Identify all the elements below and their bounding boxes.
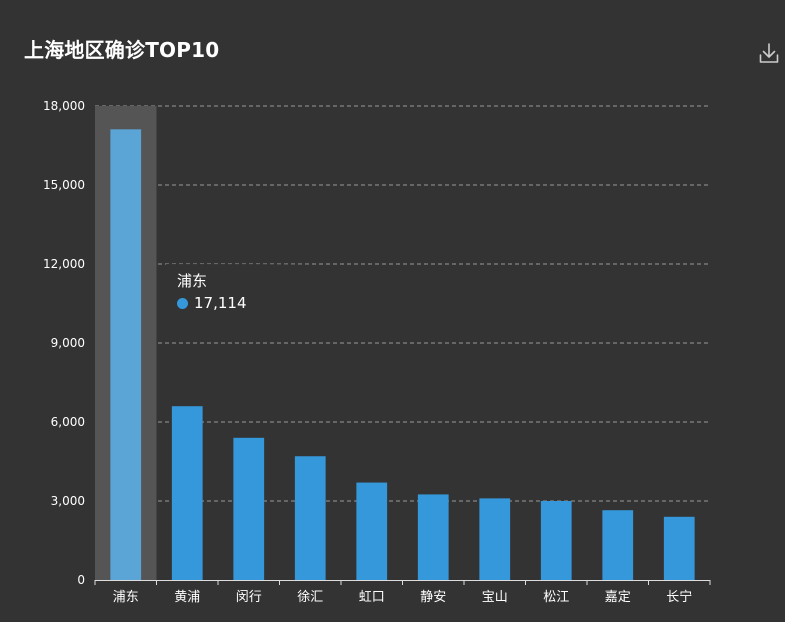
bar-徐汇[interactable] xyxy=(294,456,326,580)
chart-title: 上海地区确诊TOP10 xyxy=(24,38,220,62)
bar-嘉定[interactable] xyxy=(602,510,634,580)
y-tick-label: 12,000 xyxy=(43,257,85,271)
axes xyxy=(94,580,711,585)
y-tick-label: 15,000 xyxy=(43,178,85,192)
x-tick-label: 浦东 xyxy=(113,590,139,605)
bar-闵行[interactable] xyxy=(233,437,265,580)
y-tick-label: 0 xyxy=(77,573,85,587)
tick-labels: 0 3,000 6,000 9,000 12,000 15,000 18,000 浦东 黄浦 闵行… xyxy=(43,99,692,605)
x-tick-label: 黄浦 xyxy=(174,590,200,605)
bar-松江[interactable] xyxy=(540,501,572,580)
x-tick-label: 长宁 xyxy=(666,589,692,605)
bar-浦东[interactable] xyxy=(110,129,142,580)
bars xyxy=(110,129,695,580)
grid-lines xyxy=(95,105,710,502)
bar-静安[interactable] xyxy=(417,494,449,580)
y-tick-label: 6,000 xyxy=(51,415,85,429)
download-icon[interactable] xyxy=(758,41,780,65)
y-tick-label: 9,000 xyxy=(51,336,85,350)
bar-黄浦[interactable] xyxy=(171,406,203,580)
y-tick-label: 3,000 xyxy=(51,494,85,508)
bar-虹口[interactable] xyxy=(356,482,388,580)
x-tick-label: 宝山 xyxy=(482,590,508,605)
bar-长宁[interactable] xyxy=(663,516,695,580)
y-tick-label: 18,000 xyxy=(43,99,85,113)
x-tick-label: 虹口 xyxy=(359,590,385,605)
x-tick-label: 静安 xyxy=(420,590,446,605)
x-tick-label: 闵行 xyxy=(236,590,262,605)
x-tick-label: 松江 xyxy=(543,590,569,605)
x-tick-label: 嘉定 xyxy=(605,590,631,605)
bar-宝山[interactable] xyxy=(479,498,511,580)
x-tick-label: 徐汇 xyxy=(297,590,323,605)
